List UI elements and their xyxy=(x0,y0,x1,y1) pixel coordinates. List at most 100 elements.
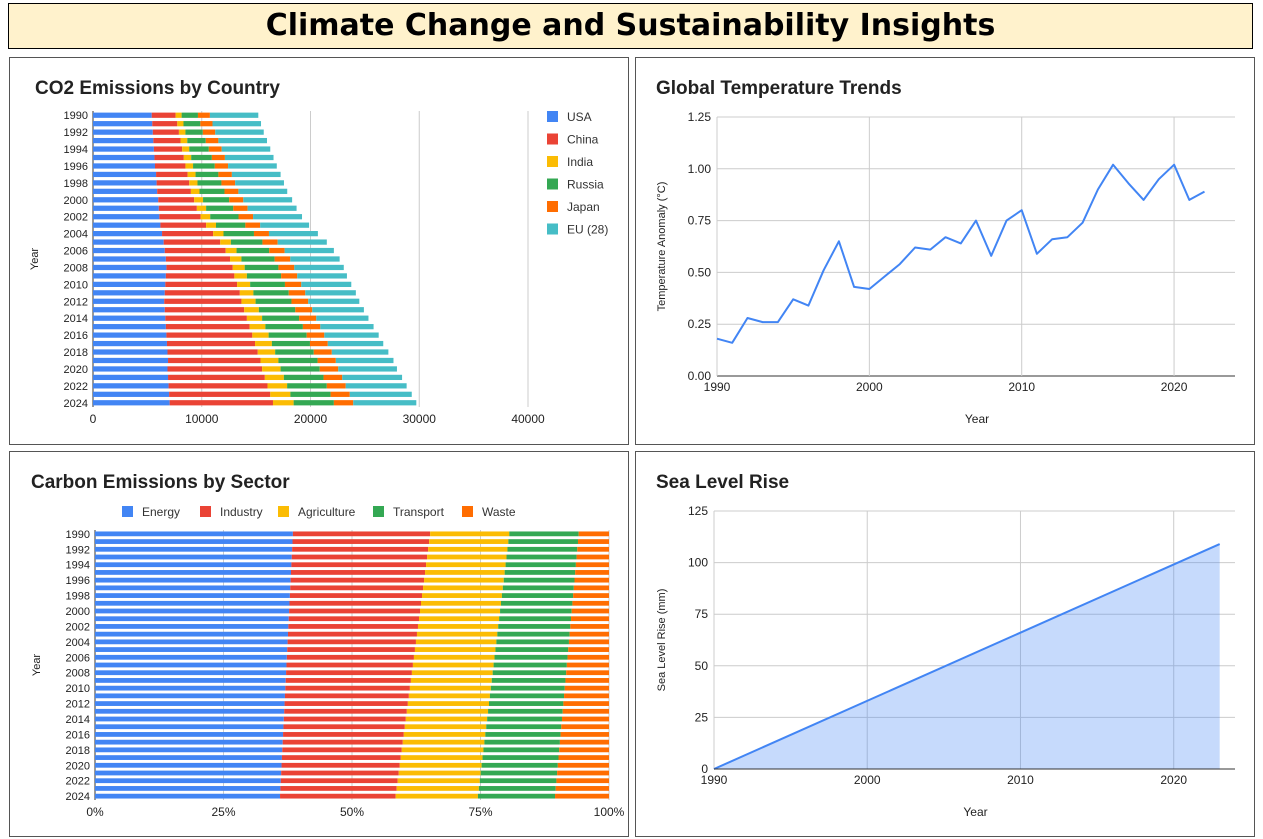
bar-segment xyxy=(289,608,420,614)
bar-segment xyxy=(215,129,264,135)
bar-segment xyxy=(486,724,562,730)
bar-segment xyxy=(305,290,356,296)
bar-segment xyxy=(95,647,288,652)
bar-segment xyxy=(187,137,206,144)
bar-segment xyxy=(411,670,493,676)
bar-segment xyxy=(283,732,404,737)
bar-segment xyxy=(245,222,261,228)
y-axis-title: Sea Level Rise (mm) xyxy=(656,589,668,692)
bar-segment xyxy=(284,701,408,706)
bar-segment xyxy=(268,332,307,338)
bar-segment xyxy=(218,137,267,144)
bar-segment xyxy=(299,315,317,321)
y-tick-label: 2012 xyxy=(64,296,88,308)
bar-segment xyxy=(576,554,609,560)
bar-segment xyxy=(228,163,277,169)
bar-segment xyxy=(93,256,166,262)
bar-segment xyxy=(93,374,169,381)
bar-segment xyxy=(280,786,397,791)
bar-segment xyxy=(281,770,399,776)
bar-segment xyxy=(93,247,165,254)
temperature-panel: Global Temperature Trends 0.00 0.25 0.50 0.7… xyxy=(635,57,1255,445)
x-tick-label: 0% xyxy=(86,805,104,819)
bar-segment xyxy=(163,239,221,245)
bar-segment xyxy=(317,357,336,364)
legend-swatch xyxy=(547,156,558,167)
bar-segment xyxy=(284,281,302,287)
bar-segment xyxy=(421,600,501,606)
bar-segment xyxy=(93,214,160,220)
bar-segment xyxy=(164,307,245,313)
sector-emissions-panel: Carbon Emissions by Sector 0% 25% 50% 75% 100… xyxy=(9,451,629,837)
y-tick-label: 1998 xyxy=(66,591,90,603)
bar-segment xyxy=(93,231,163,237)
bar-segment xyxy=(577,539,609,544)
bar-segment xyxy=(182,146,190,152)
legend-label: China xyxy=(567,133,599,147)
legend-swatch xyxy=(547,201,558,212)
x-tick-label: 2020 xyxy=(1161,380,1188,394)
bar-segment xyxy=(93,366,168,372)
y-tick-label: 1996 xyxy=(64,161,88,173)
bar-segment xyxy=(563,701,609,706)
bar-segment xyxy=(488,701,564,706)
bar-segment xyxy=(95,570,292,575)
bar-segment xyxy=(221,180,236,186)
bar-segment xyxy=(292,539,430,544)
legend-swatch xyxy=(200,506,211,517)
bar-segment xyxy=(211,154,225,161)
bar-segment xyxy=(93,340,167,347)
bar-segment xyxy=(427,554,507,560)
bar-segment xyxy=(288,616,419,622)
bar-segment xyxy=(166,340,256,347)
bar-segment xyxy=(224,154,274,161)
bar-segment xyxy=(555,786,609,791)
bar-segment xyxy=(294,264,344,271)
legend-label: Agriculture xyxy=(298,505,356,519)
bar-segment xyxy=(153,146,183,152)
bar-segment xyxy=(402,739,485,745)
chart-title: Sea Level Rise xyxy=(656,472,789,493)
bar-segment xyxy=(419,608,501,614)
bar-segment xyxy=(196,205,207,211)
bar-segment xyxy=(505,562,576,568)
bar-segment xyxy=(166,332,253,338)
bar-segment xyxy=(262,315,300,321)
bar-segment xyxy=(214,163,229,169)
bar-segment xyxy=(557,762,609,768)
bar-segment xyxy=(93,349,168,355)
y-tick-label: 50 xyxy=(695,659,709,673)
bar-segment xyxy=(566,662,609,668)
bar-segment xyxy=(180,137,188,144)
bar-segment xyxy=(93,129,153,135)
bar-segment xyxy=(165,273,235,279)
y-tick-label: 2022 xyxy=(66,776,90,788)
bar-segment xyxy=(301,281,352,287)
bar-segment xyxy=(197,180,222,186)
bar-segment xyxy=(221,146,271,152)
bar-segment xyxy=(93,391,170,397)
y-tick-label: 2022 xyxy=(64,381,88,393)
bar-segment xyxy=(154,163,186,169)
bar-segment xyxy=(239,290,254,296)
bar-segment xyxy=(561,716,609,722)
bar-segment xyxy=(203,197,230,203)
x-tick-label: 2010 xyxy=(1008,380,1035,394)
bar-segment xyxy=(418,616,500,622)
bar-segment xyxy=(236,247,270,254)
bar-segment xyxy=(164,298,242,304)
bar-segment xyxy=(95,539,293,544)
bar-segment xyxy=(506,554,577,560)
chart-title: CO2 Emissions by Country xyxy=(35,78,280,99)
legend-swatch xyxy=(547,223,558,235)
y-tick-label: 2006 xyxy=(64,246,88,258)
bar-segment xyxy=(95,678,286,683)
bar-segment xyxy=(342,374,403,381)
bar-segment xyxy=(95,593,290,598)
y-tick-label: 0.25 xyxy=(688,317,712,331)
bar-segment xyxy=(504,570,576,575)
y-tick-label: 0.75 xyxy=(688,214,712,228)
bar-segment xyxy=(195,171,219,178)
legend-label: EU (28) xyxy=(567,223,608,237)
bar-segment xyxy=(349,391,412,397)
